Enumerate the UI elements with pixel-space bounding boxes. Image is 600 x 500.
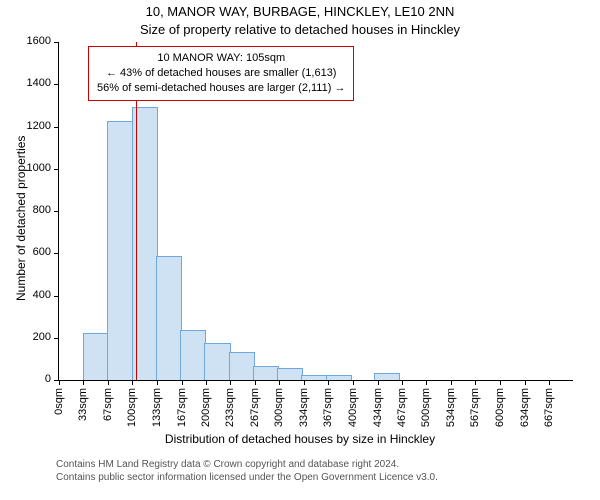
x-tick-label: 133sqm xyxy=(151,388,163,427)
x-tick-label: 500sqm xyxy=(420,388,432,427)
histogram-bar xyxy=(83,333,109,380)
x-tick-label: 567sqm xyxy=(469,388,481,427)
footer-line-1: Contains HM Land Registry data © Crown c… xyxy=(56,458,438,471)
x-tick-label: 334sqm xyxy=(298,388,310,427)
x-tick-mark xyxy=(402,380,403,385)
y-tick-label: 1400 xyxy=(27,77,51,89)
y-tick-mark xyxy=(54,84,59,85)
x-tick-mark xyxy=(255,380,256,385)
x-tick-mark xyxy=(59,380,60,385)
x-tick-label: 534sqm xyxy=(445,388,457,427)
x-tick-mark xyxy=(132,380,133,385)
histogram-bar xyxy=(107,121,133,380)
x-tick-mark xyxy=(230,380,231,385)
info-box-line-1: 10 MANOR WAY: 105sqm xyxy=(97,51,345,66)
y-tick-mark xyxy=(54,296,59,297)
x-axis-label: Distribution of detached houses by size … xyxy=(0,432,600,446)
x-tick-mark xyxy=(500,380,501,385)
info-box: 10 MANOR WAY: 105sqm← 43% of detached ho… xyxy=(88,46,354,101)
x-tick-mark xyxy=(378,380,379,385)
x-tick-label: 0sqm xyxy=(53,388,65,415)
x-tick-label: 200sqm xyxy=(200,388,212,427)
x-tick-label: 434sqm xyxy=(372,388,384,427)
y-tick-label: 600 xyxy=(33,246,51,258)
x-tick-label: 167sqm xyxy=(176,388,188,427)
x-tick-mark xyxy=(182,380,183,385)
footer-line-2: Contains public sector information licen… xyxy=(56,471,438,484)
y-tick-label: 0 xyxy=(45,373,51,385)
x-tick-label: 634sqm xyxy=(519,388,531,427)
x-tick-mark xyxy=(206,380,207,385)
info-box-line-3: 56% of semi-detached houses are larger (… xyxy=(97,81,345,96)
histogram-bar xyxy=(301,375,327,380)
x-tick-label: 467sqm xyxy=(396,388,408,427)
x-tick-mark xyxy=(83,380,84,385)
x-tick-mark xyxy=(108,380,109,385)
histogram-bar xyxy=(229,352,255,380)
x-tick-label: 100sqm xyxy=(126,388,138,427)
x-tick-label: 400sqm xyxy=(347,388,359,427)
x-tick-mark xyxy=(525,380,526,385)
y-tick-mark xyxy=(54,42,59,43)
y-tick-label: 400 xyxy=(33,289,51,301)
figure-container: 10, MANOR WAY, BURBAGE, HINCKLEY, LE10 2… xyxy=(0,0,600,500)
x-tick-label: 67sqm xyxy=(102,388,114,421)
title-line-1: 10, MANOR WAY, BURBAGE, HINCKLEY, LE10 2… xyxy=(0,4,600,19)
histogram-bar xyxy=(204,343,230,380)
info-box-line-2: ← 43% of detached houses are smaller (1,… xyxy=(97,66,345,81)
x-tick-mark xyxy=(353,380,354,385)
x-tick-mark xyxy=(279,380,280,385)
x-tick-label: 300sqm xyxy=(273,388,285,427)
x-tick-label: 667sqm xyxy=(543,388,555,427)
x-tick-label: 233sqm xyxy=(224,388,236,427)
x-tick-mark xyxy=(304,380,305,385)
x-tick-mark xyxy=(451,380,452,385)
x-tick-mark xyxy=(426,380,427,385)
x-tick-label: 600sqm xyxy=(494,388,506,427)
y-tick-label: 1000 xyxy=(27,162,51,174)
footer-attribution: Contains HM Land Registry data © Crown c… xyxy=(56,458,438,484)
x-tick-mark xyxy=(549,380,550,385)
y-tick-label: 1200 xyxy=(27,120,51,132)
x-tick-mark xyxy=(328,380,329,385)
x-tick-label: 367sqm xyxy=(322,388,334,427)
y-tick-mark xyxy=(54,127,59,128)
y-tick-mark xyxy=(54,169,59,170)
y-axis-label: Number of detached properties xyxy=(14,136,28,301)
y-tick-label: 1600 xyxy=(27,35,51,47)
y-tick-label: 200 xyxy=(33,331,51,343)
histogram-bar xyxy=(374,373,400,380)
x-tick-mark xyxy=(157,380,158,385)
y-tick-mark xyxy=(54,253,59,254)
y-tick-mark xyxy=(54,338,59,339)
histogram-bar xyxy=(253,366,279,380)
histogram-bar xyxy=(180,330,206,380)
x-tick-label: 267sqm xyxy=(249,388,261,427)
x-tick-label: 33sqm xyxy=(77,388,89,421)
histogram-bar xyxy=(326,375,352,380)
x-tick-mark xyxy=(475,380,476,385)
histogram-bar xyxy=(156,256,182,380)
y-tick-mark xyxy=(54,211,59,212)
y-tick-label: 800 xyxy=(33,204,51,216)
histogram-bar xyxy=(277,368,303,380)
title-line-2: Size of property relative to detached ho… xyxy=(0,22,600,37)
